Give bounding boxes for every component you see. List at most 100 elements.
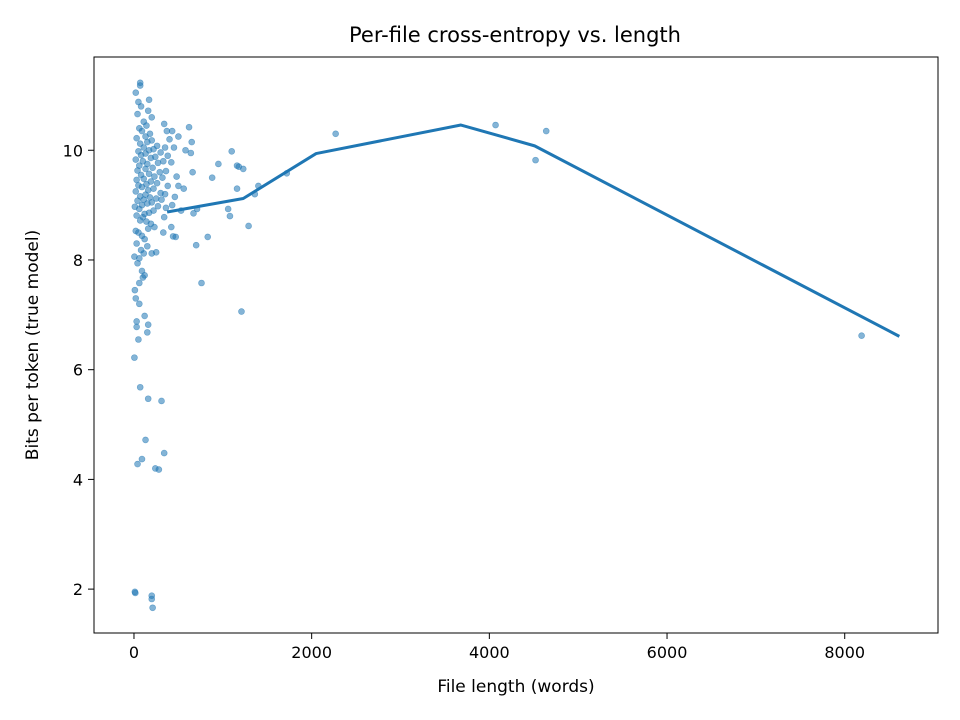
data-point	[148, 114, 156, 121]
data-point	[144, 321, 152, 329]
data-point	[542, 127, 550, 135]
data-point	[136, 383, 144, 391]
data-point	[160, 229, 167, 236]
data-point	[167, 159, 175, 166]
data-point	[332, 130, 339, 138]
data-point	[233, 185, 241, 192]
data-point	[136, 300, 143, 308]
data-point	[132, 156, 140, 163]
data-point	[133, 318, 140, 325]
data-point	[150, 207, 157, 214]
data-point	[138, 455, 146, 463]
x-tick-label: 4000	[469, 643, 510, 662]
data-point	[135, 182, 142, 189]
x-axis-ticks: 0 2000 4000 6000 8000	[129, 633, 865, 662]
data-point	[188, 138, 196, 146]
data-point	[133, 176, 140, 184]
data-point	[160, 157, 167, 165]
data-point	[137, 171, 145, 179]
trend-line-layer	[166, 123, 901, 338]
data-point	[152, 153, 159, 161]
chart-title: Per-file cross-entropy vs. length	[349, 23, 681, 47]
x-axis-label: File length (words)	[437, 677, 594, 697]
data-point	[145, 96, 153, 104]
data-point	[164, 182, 172, 190]
data-point	[190, 210, 197, 217]
data-point	[161, 190, 169, 198]
data-point	[140, 118, 148, 126]
data-point	[131, 354, 138, 361]
data-point	[158, 397, 165, 405]
data-point	[162, 167, 170, 175]
data-point	[159, 174, 166, 181]
data-point	[138, 267, 146, 275]
data-point	[164, 152, 172, 160]
data-point	[153, 142, 161, 150]
data-point	[170, 144, 178, 151]
data-point	[144, 329, 151, 336]
data-point	[228, 148, 236, 155]
data-point	[166, 135, 173, 143]
data-point	[131, 203, 139, 211]
y-tick-label: 4	[73, 470, 83, 489]
data-point	[146, 130, 154, 138]
y-tick-label: 2	[73, 580, 83, 599]
data-point	[144, 395, 152, 403]
data-point	[152, 195, 160, 202]
data-point	[154, 202, 162, 210]
data-point	[180, 185, 188, 192]
data-point	[153, 179, 161, 187]
data-point	[147, 178, 155, 185]
data-point	[156, 168, 164, 176]
data-point	[198, 279, 205, 287]
data-point	[149, 164, 156, 172]
data-point	[155, 466, 163, 473]
data-point	[187, 149, 195, 157]
data-point	[132, 589, 139, 597]
data-point	[136, 79, 144, 87]
data-point	[858, 332, 865, 339]
data-point	[160, 120, 168, 128]
data-point	[136, 162, 143, 169]
data-point	[224, 205, 232, 213]
x-tick-label: 6000	[647, 643, 688, 662]
y-tick-label: 10	[63, 141, 83, 160]
data-point	[136, 125, 143, 132]
data-point	[137, 246, 145, 254]
y-axis-ticks: 2 4 6 8 10	[63, 141, 94, 599]
data-point	[238, 308, 245, 315]
data-point	[161, 144, 169, 151]
y-tick-label: 8	[73, 251, 83, 270]
data-point	[133, 134, 140, 142]
data-point	[185, 123, 193, 131]
data-point	[139, 157, 147, 165]
data-point	[133, 212, 140, 219]
data-point	[160, 213, 168, 221]
data-point	[132, 188, 140, 195]
data-point	[168, 127, 176, 135]
data-point	[182, 146, 189, 154]
data-point	[143, 218, 150, 225]
data-point	[132, 89, 140, 96]
data-point	[173, 173, 180, 180]
data-point	[142, 436, 149, 444]
data-point	[160, 449, 168, 457]
data-point	[204, 233, 212, 241]
scatter-points	[131, 79, 865, 612]
data-point	[134, 110, 141, 118]
data-point	[192, 241, 200, 249]
plot-frame	[93, 56, 939, 634]
data-point	[134, 460, 141, 468]
y-axis-label: Bits per token (true model)	[23, 230, 43, 460]
data-point	[157, 149, 164, 156]
data-point	[136, 140, 144, 147]
data-point	[135, 336, 142, 343]
data-point	[167, 223, 175, 231]
data-point	[158, 196, 165, 203]
data-point	[208, 174, 216, 181]
data-point	[135, 98, 142, 106]
data-point	[131, 253, 138, 260]
trend-line	[166, 123, 901, 338]
data-point	[175, 182, 182, 190]
x-tick-label: 8000	[824, 643, 865, 662]
